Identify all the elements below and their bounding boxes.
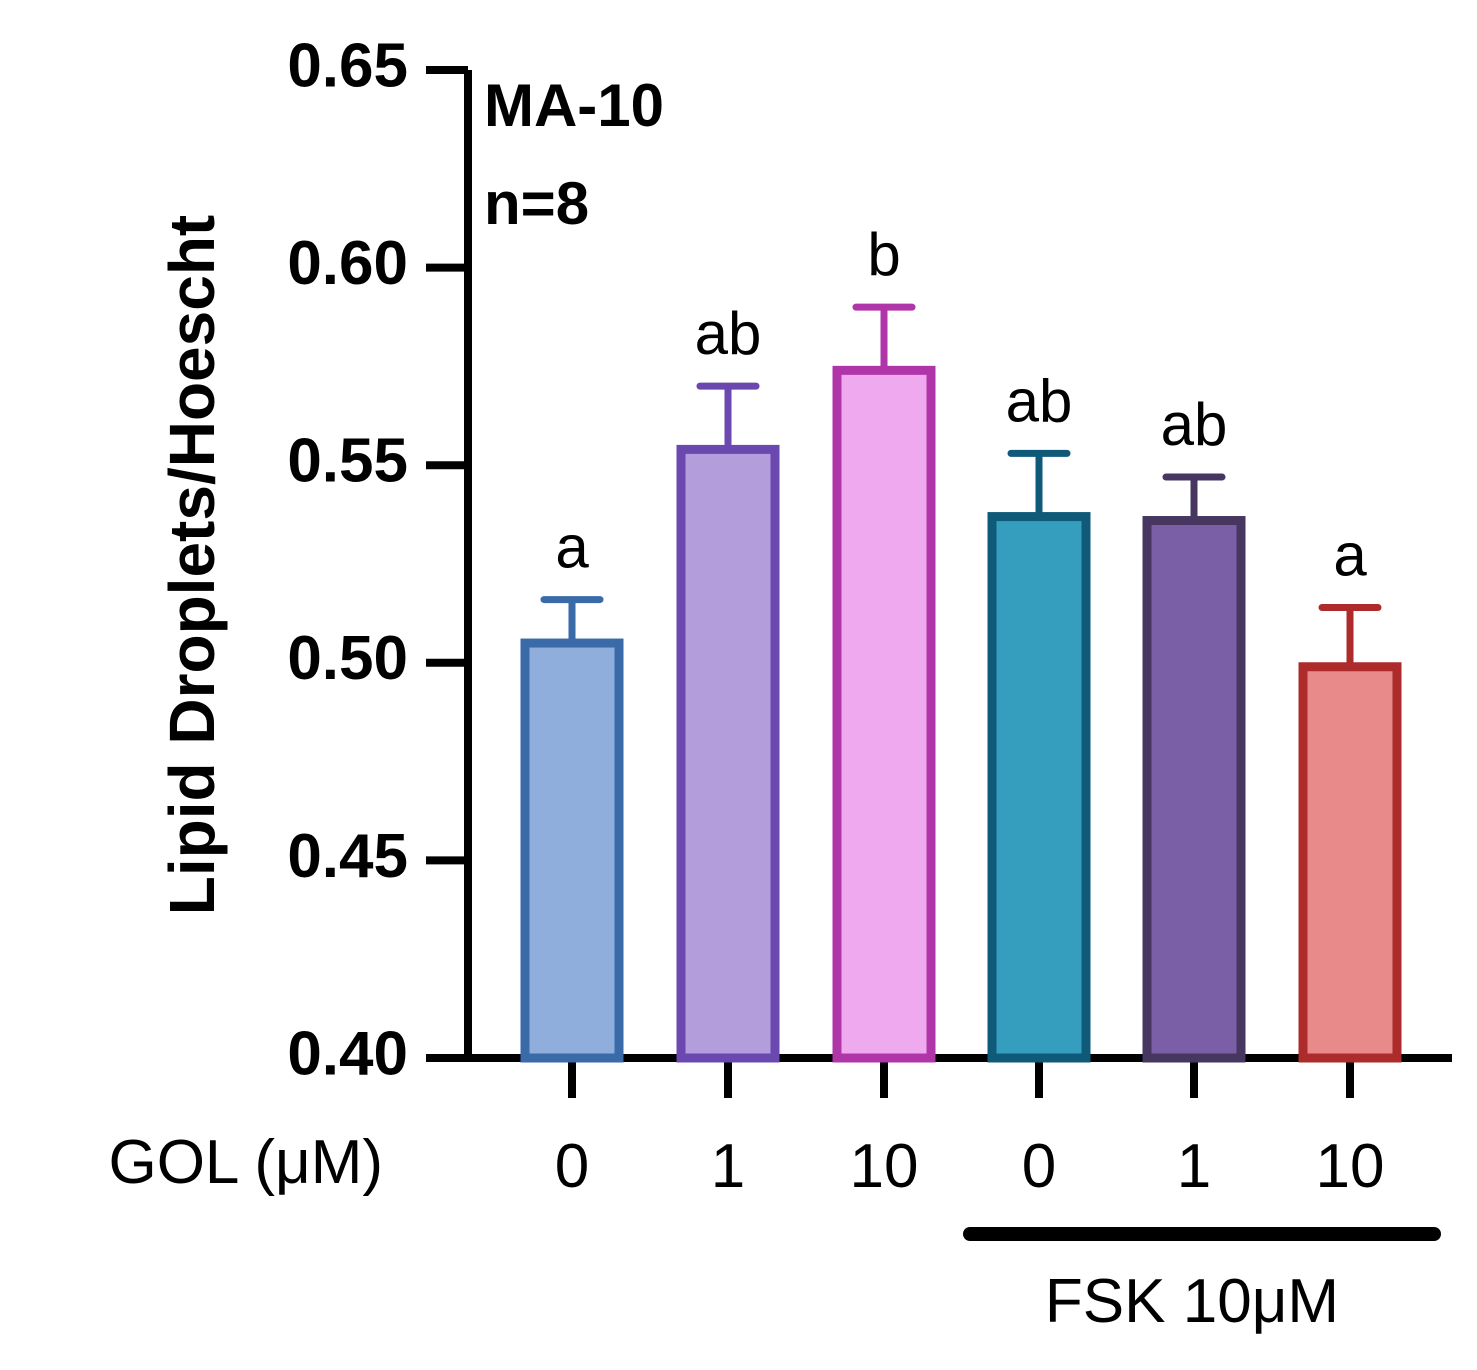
x-tick-label: 10 — [850, 1132, 919, 1201]
x-tick-label: 0 — [1022, 1132, 1056, 1201]
bar-series: a ab b ab ab a — [520, 221, 1402, 1063]
x-axis-label: GOL (μM) — [108, 1128, 383, 1197]
y-tick-label: 0.40 — [287, 1019, 408, 1088]
y-axis-label: Lipid Droplets/Hoescht — [156, 215, 228, 916]
sample-size-annotation: n=8 — [484, 170, 589, 237]
x-axis: 0 1 10 0 1 10 — [426, 1054, 1452, 1201]
y-tick-label: 0.45 — [287, 822, 408, 891]
significance-label: a — [555, 514, 589, 581]
y-tick-label: 0.50 — [287, 624, 408, 693]
y-axis: 0.40 0.45 0.50 0.55 0.60 0.65 — [287, 31, 472, 1088]
significance-label: a — [1333, 521, 1367, 588]
x-tick-label: 10 — [1316, 1132, 1385, 1201]
significance-label: ab — [1161, 391, 1228, 458]
x-tick-label: 1 — [711, 1132, 745, 1201]
y-tick-label: 0.65 — [287, 31, 408, 100]
bar — [520, 638, 624, 1063]
x-tick-label: 1 — [1177, 1132, 1211, 1201]
x-tick-label: 0 — [555, 1132, 589, 1201]
significance-label: b — [867, 221, 900, 288]
fsk-group-label: FSK 10μM — [1045, 1267, 1339, 1336]
bar — [1142, 516, 1246, 1063]
x-ticks: 0 1 10 0 1 10 — [555, 1058, 1385, 1201]
bar — [676, 444, 780, 1063]
bar — [832, 365, 936, 1063]
y-ticks: 0.40 0.45 0.50 0.55 0.60 0.65 — [287, 31, 468, 1088]
bar — [1298, 662, 1402, 1063]
y-tick-label: 0.60 — [287, 229, 408, 298]
y-tick-label: 0.55 — [287, 427, 408, 496]
significance-label: ab — [1006, 367, 1073, 434]
cell-line-annotation: MA-10 — [484, 72, 664, 139]
bar — [987, 512, 1091, 1063]
significance-label: ab — [695, 300, 762, 367]
